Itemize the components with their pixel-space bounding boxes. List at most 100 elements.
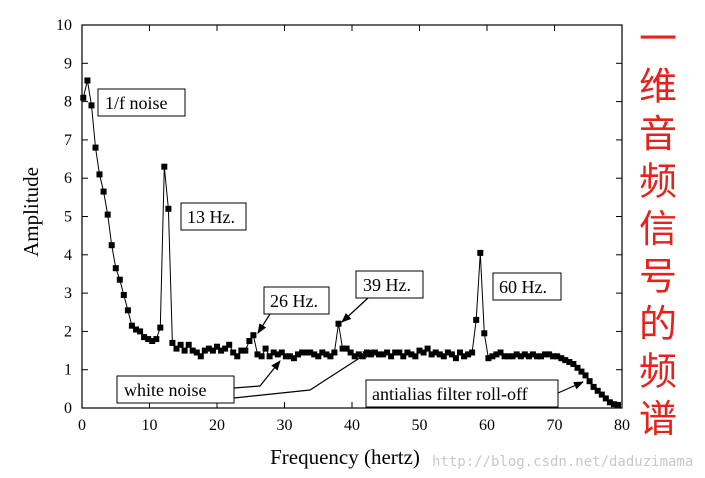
annotation-1f-noise: 1/f noise xyxy=(97,88,186,117)
data-point xyxy=(108,242,115,249)
data-point xyxy=(505,353,512,360)
data-point xyxy=(161,163,168,170)
data-point xyxy=(327,353,334,360)
data-point xyxy=(380,351,387,358)
data-point xyxy=(388,353,395,360)
annotation-label: antialias filter roll-off xyxy=(372,384,528,404)
data-point xyxy=(290,355,297,362)
data-point xyxy=(205,345,212,352)
data-point xyxy=(153,336,160,343)
data-point xyxy=(335,320,342,327)
data-point xyxy=(274,351,281,358)
data-point xyxy=(226,341,233,348)
side-caption-char: 一 xyxy=(639,17,677,61)
data-point xyxy=(246,338,253,344)
data-point xyxy=(104,211,111,218)
data-point xyxy=(578,368,585,375)
data-point xyxy=(457,349,463,356)
y-tick-label: 6 xyxy=(64,170,72,187)
data-point xyxy=(469,349,476,356)
annotation-39hz: 39 Hz. xyxy=(355,270,424,299)
side-caption-char: 频 xyxy=(639,160,677,204)
data-point xyxy=(254,351,261,358)
data-point xyxy=(282,353,289,360)
data-point xyxy=(262,345,269,352)
data-point xyxy=(598,391,605,398)
data-point xyxy=(88,102,95,109)
data-point xyxy=(400,353,407,360)
data-point xyxy=(424,345,431,352)
data-point xyxy=(299,349,306,356)
data-point xyxy=(542,351,548,358)
data-point xyxy=(355,351,362,358)
data-point xyxy=(234,353,241,360)
y-tick-label: 10 xyxy=(56,17,72,34)
data-point xyxy=(384,349,391,356)
data-point xyxy=(157,324,164,331)
data-point xyxy=(230,349,237,356)
data-point xyxy=(189,347,196,354)
data-point xyxy=(615,401,621,408)
data-point xyxy=(610,401,617,408)
data-point xyxy=(197,353,204,360)
data-point xyxy=(218,347,225,354)
data-point xyxy=(481,330,488,337)
side-caption-char: 的 xyxy=(639,302,677,346)
data-point xyxy=(558,355,565,362)
x-tick-label: 10 xyxy=(142,417,158,434)
data-point xyxy=(323,351,330,358)
data-point xyxy=(100,188,107,195)
data-point xyxy=(396,349,403,356)
data-point xyxy=(193,349,200,356)
data-point xyxy=(586,378,593,385)
annotation-label: 39 Hz. xyxy=(363,275,411,295)
data-point xyxy=(331,349,338,356)
side-caption-char: 维 xyxy=(639,65,677,109)
data-point xyxy=(602,395,609,402)
data-point xyxy=(250,332,257,339)
side-caption-char: 频 xyxy=(639,350,677,394)
data-point xyxy=(339,345,346,352)
y-tick-label: 9 xyxy=(64,55,72,72)
data-point xyxy=(428,351,435,358)
annotation-label: white noise xyxy=(124,380,207,400)
data-point xyxy=(201,347,208,354)
arrow-39hz xyxy=(341,297,369,323)
data-point xyxy=(278,349,285,356)
data-point xyxy=(92,144,99,151)
data-point xyxy=(347,349,354,356)
side-caption-char: 号 xyxy=(639,255,677,299)
annotation-13hz: 13 Hz. xyxy=(180,202,247,231)
data-point xyxy=(214,343,220,350)
data-point xyxy=(517,353,524,360)
annotation-white-noise: white noise xyxy=(116,375,235,404)
data-point xyxy=(96,171,103,178)
data-point xyxy=(270,349,277,356)
data-point xyxy=(461,353,468,360)
data-point xyxy=(145,336,152,343)
data-point xyxy=(173,345,180,352)
y-tick-label: 2 xyxy=(64,323,72,340)
data-point xyxy=(408,351,415,358)
data-point xyxy=(392,349,399,356)
arrow-white-noise-a xyxy=(233,360,281,389)
annotation-antialias: antialias filter roll-off xyxy=(365,379,559,408)
data-point xyxy=(286,353,293,360)
data-point xyxy=(513,351,520,358)
y-tick-label: 0 xyxy=(64,400,72,417)
annotation-60hz: 60 Hz. xyxy=(492,272,562,301)
data-point xyxy=(440,353,447,360)
data-point xyxy=(315,353,322,360)
data-point xyxy=(485,355,492,362)
data-point xyxy=(295,351,301,358)
data-point xyxy=(376,351,382,358)
annotation-label: 60 Hz. xyxy=(499,277,547,297)
data-point xyxy=(473,316,480,323)
x-tick-label: 80 xyxy=(614,417,630,434)
data-point xyxy=(550,353,557,360)
data-point xyxy=(574,364,581,371)
data-point xyxy=(606,399,613,406)
data-point xyxy=(465,351,472,358)
annotation-label: 1/f noise xyxy=(105,93,168,113)
